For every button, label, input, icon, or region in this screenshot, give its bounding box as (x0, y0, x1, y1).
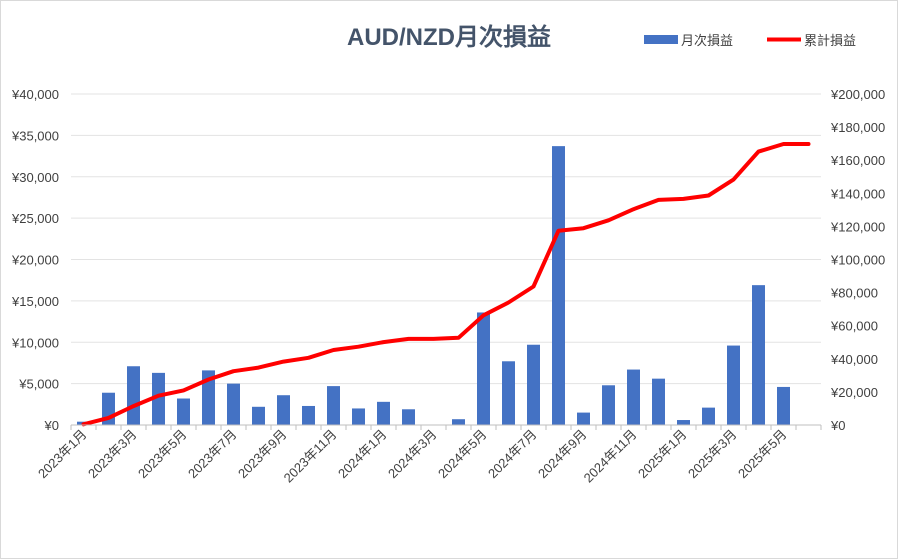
bar (352, 408, 365, 425)
x-tick-label: 2023年5月 (135, 427, 190, 482)
x-axis: 2023年1月2023年3月2023年5月2023年7月2023年9月2023年… (35, 424, 822, 486)
bar (652, 378, 665, 425)
gridlines (71, 93, 821, 426)
bar (552, 146, 565, 425)
bar (327, 386, 340, 425)
x-tick-label: 2025年3月 (685, 427, 740, 482)
line-series (81, 142, 811, 427)
bar (502, 361, 515, 425)
bar (177, 398, 190, 425)
bar (627, 369, 640, 425)
y-left-tick-label: ¥5,000 (18, 377, 59, 392)
bar (377, 401, 390, 425)
bar (727, 345, 740, 425)
bar (202, 370, 215, 425)
chart-title: AUD/NZD月次損益 (347, 23, 551, 51)
y-right-tick-label: ¥0 (830, 418, 845, 433)
bar (677, 420, 690, 425)
y-right-tick-label: ¥60,000 (830, 319, 878, 334)
y-left-tick-label: ¥40,000 (11, 87, 59, 102)
y-right-tick-label: ¥200,000 (830, 87, 885, 102)
x-tick-label: 2024年7月 (485, 427, 540, 482)
bar (127, 366, 140, 425)
x-tick-label: 2024年1月 (335, 427, 390, 482)
cumulative-line (81, 142, 811, 427)
y-left-tick-label: ¥20,000 (11, 253, 59, 268)
bar (752, 285, 765, 425)
y-left-tick-label: ¥10,000 (11, 335, 59, 350)
bar (152, 372, 165, 425)
y-left-tick-label: ¥25,000 (11, 211, 59, 226)
x-tick-label: 2024年5月 (435, 427, 490, 482)
y-right-tick-label: ¥100,000 (830, 253, 885, 268)
y-left-tick-label: ¥35,000 (11, 128, 59, 143)
y-left-tick-label: ¥30,000 (11, 170, 59, 185)
bar (527, 344, 540, 425)
bar (227, 383, 240, 425)
y-left-tick-label: ¥0 (44, 418, 59, 433)
legend-swatch-monthly (644, 35, 678, 44)
y-right-tick-label: ¥140,000 (830, 186, 885, 201)
bar (277, 395, 290, 425)
bar (452, 419, 465, 425)
y-right-tick-label: ¥80,000 (830, 286, 878, 301)
y-left-tick-label: ¥15,000 (11, 294, 59, 309)
x-tick-label: 2024年3月 (385, 427, 440, 482)
x-tick-label: 2023年1月 (35, 427, 90, 482)
x-tick-label: 2023年3月 (85, 427, 140, 482)
x-tick-label: 2023年7月 (185, 427, 240, 482)
y-right-tick-label: ¥20,000 (830, 385, 878, 400)
y-right-tick-label: ¥120,000 (830, 219, 885, 234)
bar (602, 385, 615, 425)
bar (252, 406, 265, 425)
legend: 月次損益 累計損益 (644, 33, 856, 48)
bar (702, 407, 715, 425)
legend-label-monthly: 月次損益 (681, 33, 733, 48)
y-axis-left: ¥0 ¥5,000 ¥10,000 ¥15,000 ¥20,000 ¥25,000 ¥30,… (11, 87, 59, 433)
x-tick-label: 2024年11月 (581, 427, 640, 486)
bar-series (77, 146, 790, 425)
y-right-tick-label: ¥40,000 (830, 352, 878, 367)
y-axis-right: ¥0 ¥20,000 ¥40,000 ¥60,000 ¥80,000 ¥100,000 ¥1… (830, 87, 885, 433)
y-right-tick-label: ¥160,000 (830, 153, 885, 168)
bar (477, 312, 490, 425)
bar (777, 386, 790, 425)
x-tick-label: 2025年1月 (635, 427, 690, 482)
x-tick-label: 2023年11月 (281, 427, 340, 486)
y-right-tick-label: ¥180,000 (830, 120, 885, 135)
bar (577, 412, 590, 425)
bar (302, 405, 315, 425)
legend-label-cumulative: 累計損益 (804, 33, 856, 48)
x-tick-label: 2025年5月 (735, 427, 790, 482)
bar (402, 409, 415, 425)
